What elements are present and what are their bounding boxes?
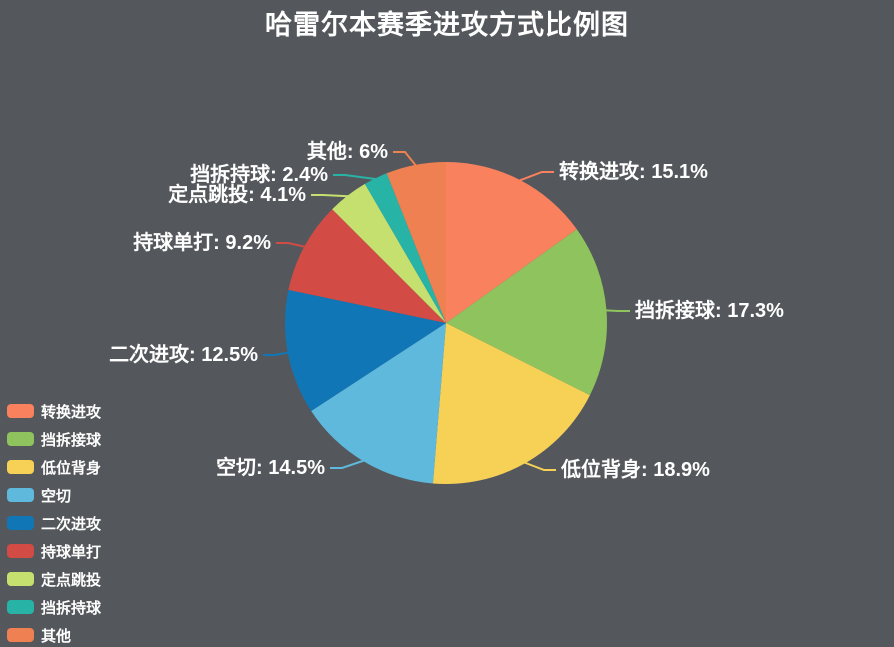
legend-swatch (7, 544, 34, 558)
pie-slice[interactable] (288, 209, 446, 323)
label-leader-line (333, 174, 377, 181)
label-leader-line (524, 461, 556, 471)
pie-slice[interactable] (364, 173, 446, 323)
pie-slice[interactable] (332, 183, 446, 323)
legend-item[interactable]: 低位背身 (7, 460, 101, 477)
pie-slice[interactable] (284, 289, 446, 411)
pie-slice-label: 转换进攻: 15.1% (559, 159, 708, 183)
label-leader-line (605, 309, 630, 312)
pie-slice-label: 其他: 6% (307, 139, 388, 163)
pie-slice[interactable] (446, 162, 577, 323)
legend-label: 挡拆接球 (41, 431, 102, 449)
pie-slice[interactable] (432, 323, 590, 485)
pie-slice-label: 挡拆接球: 17.3% (635, 298, 784, 322)
legend: 转换进攻挡拆接球低位背身空切二次进攻持球单打定点跳投挡拆持球其他 (7, 404, 101, 647)
pie-slice[interactable] (386, 162, 446, 323)
legend-item[interactable]: 其他 (7, 628, 101, 645)
legend-label: 转换进攻 (41, 403, 102, 421)
legend-swatch (7, 460, 34, 474)
legend-label: 持球单打 (41, 543, 102, 561)
pie-slice[interactable] (446, 229, 607, 396)
legend-swatch (7, 432, 34, 446)
pie-slice-label: 空切: 14.5% (216, 455, 325, 479)
legend-swatch (7, 572, 34, 586)
pie-slice-label: 定点跳投: 4.1% (168, 182, 306, 206)
legend-item[interactable]: 持球单打 (7, 544, 101, 561)
label-leader-line (311, 194, 349, 198)
legend-item[interactable]: 定点跳投 (7, 572, 101, 589)
legend-label: 低位背身 (41, 459, 102, 477)
legend-swatch (7, 600, 34, 614)
legend-label: 其他 (41, 627, 72, 645)
legend-item[interactable]: 空切 (7, 488, 101, 505)
legend-item[interactable]: 转换进攻 (7, 404, 101, 421)
legend-label: 挡拆持球 (41, 599, 102, 617)
chart-title: 哈雷尔本赛季进攻方式比例图 (265, 10, 629, 40)
legend-label: 空切 (41, 487, 72, 505)
label-leader-line (276, 242, 306, 248)
legend-swatch (7, 628, 34, 642)
label-leader-line (518, 171, 554, 182)
legend-item[interactable]: 挡拆接球 (7, 432, 101, 449)
legend-label: 二次进攻 (41, 515, 102, 533)
pie-slice-label: 低位背身: 18.9% (560, 457, 710, 481)
label-leader-line (263, 351, 289, 356)
label-leader-line (330, 459, 365, 469)
pie-slice-label: 挡拆持球: 2.4% (190, 162, 328, 186)
pie-slice-label: 二次进攻: 12.5% (109, 342, 258, 366)
legend-swatch (7, 516, 34, 530)
pie-slice[interactable] (311, 323, 446, 484)
label-leader-line (393, 151, 417, 167)
legend-label: 定点跳投 (41, 571, 102, 589)
legend-item[interactable]: 二次进攻 (7, 516, 101, 533)
legend-swatch (7, 488, 34, 502)
legend-item[interactable]: 挡拆持球 (7, 600, 101, 617)
pie-slice-label: 持球单打: 9.2% (133, 230, 271, 254)
legend-swatch (7, 404, 34, 418)
